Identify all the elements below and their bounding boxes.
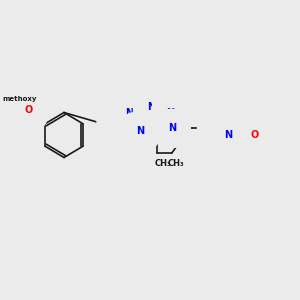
Text: N: N [166,108,174,118]
Text: O: O [251,130,259,140]
Text: N: N [125,108,134,118]
Text: N: N [168,123,176,134]
Text: N: N [136,126,144,136]
Text: methoxy: methoxy [2,96,37,102]
Text: N: N [111,116,119,127]
Text: CH₃: CH₃ [155,159,171,168]
Text: N: N [212,123,220,134]
Text: N: N [225,130,233,140]
Text: N: N [147,101,155,112]
Text: O: O [25,105,33,115]
Text: CH₃: CH₃ [168,159,184,168]
